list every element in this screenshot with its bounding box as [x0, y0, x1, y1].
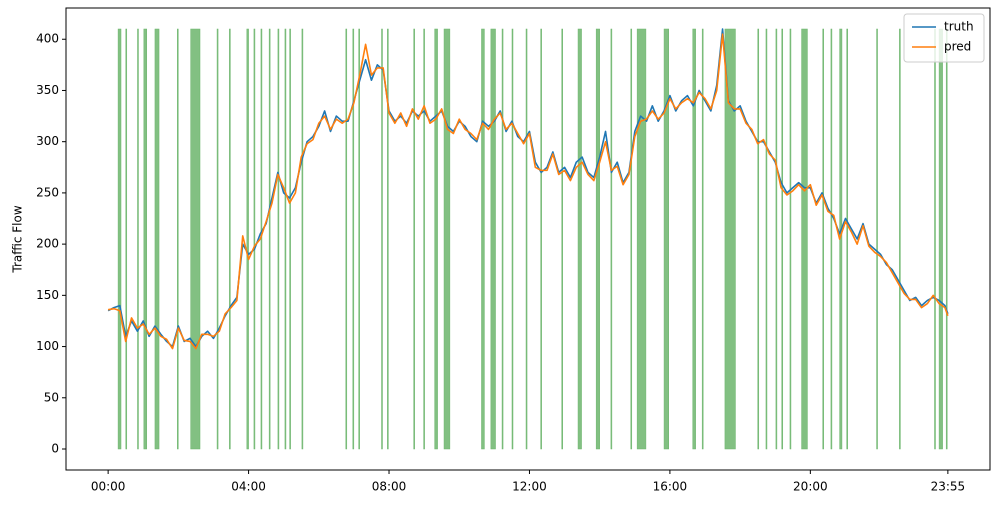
- y-tick-label: 300: [36, 134, 59, 148]
- highlight-span: [899, 28, 901, 450]
- highlight-span: [934, 28, 936, 450]
- highlight-span: [301, 28, 304, 450]
- highlight-span: [177, 28, 179, 450]
- highlight-span: [724, 28, 736, 450]
- highlight-span: [143, 28, 148, 450]
- y-tick-label: 0: [51, 442, 59, 456]
- highlight-span: [945, 28, 948, 450]
- highlight-span: [434, 28, 438, 450]
- x-tick-label: 08:00: [372, 480, 407, 494]
- highlight-span: [775, 28, 778, 450]
- x-tick-label: 20:00: [793, 480, 828, 494]
- highlight-span: [822, 28, 824, 450]
- x-tick-label: 00:00: [91, 480, 126, 494]
- highlight-span: [789, 28, 792, 450]
- y-tick-label: 350: [36, 83, 59, 97]
- highlight-span: [501, 28, 504, 450]
- y-tick-label: 400: [36, 32, 59, 46]
- highlight-span: [268, 28, 271, 450]
- highlight-span: [117, 28, 122, 450]
- highlight-span: [636, 28, 647, 450]
- highlight-span: [253, 28, 256, 450]
- highlight-span: [277, 28, 280, 450]
- highlight-span: [125, 28, 128, 450]
- highlight-span: [511, 28, 514, 450]
- highlight-span: [765, 28, 768, 450]
- y-tick-label: 200: [36, 237, 59, 251]
- highlight-span: [701, 28, 704, 450]
- highlight-span: [381, 28, 383, 450]
- y-tick-label: 50: [44, 390, 59, 404]
- highlight-span: [216, 28, 219, 450]
- y-axis-label: Traffic Flow: [11, 205, 25, 273]
- highlight-span: [757, 28, 760, 450]
- highlight-span: [781, 28, 784, 450]
- x-tick-label: 16:00: [653, 480, 688, 494]
- highlight-span: [413, 28, 415, 450]
- highlight-span: [284, 28, 287, 450]
- highlight-span: [229, 28, 231, 450]
- highlight-span: [846, 28, 848, 450]
- highlight-span: [423, 28, 425, 450]
- highlight-span: [443, 28, 451, 450]
- highlight-span: [154, 28, 160, 450]
- highlight-span: [561, 28, 563, 450]
- highlight-span: [938, 28, 943, 450]
- x-tick-label: 23:55: [931, 480, 966, 494]
- highlight-span: [663, 28, 669, 450]
- series-line: [107, 33, 949, 350]
- highlight-span: [630, 28, 633, 450]
- legend-label: truth: [944, 20, 974, 34]
- highlight-span: [876, 28, 878, 450]
- highlight-span: [246, 28, 249, 450]
- highlight-span: [289, 28, 291, 450]
- highlight-span: [358, 28, 360, 450]
- y-tick-label: 250: [36, 185, 59, 199]
- plot-frame: [65, 7, 991, 471]
- legend: truth pred: [903, 13, 985, 63]
- series-line: [107, 28, 949, 348]
- highlight-span: [692, 28, 696, 450]
- highlight-span: [830, 28, 833, 450]
- x-tick-label: 12:00: [512, 480, 547, 494]
- highlight-span: [490, 28, 496, 450]
- highlight-span: [577, 28, 582, 450]
- highlight-span: [481, 28, 485, 450]
- y-tick-label: 100: [36, 339, 59, 353]
- highlight-span: [801, 28, 808, 450]
- legend-label: pred: [944, 40, 971, 54]
- legend-box: [903, 13, 985, 63]
- highlight-span: [137, 28, 139, 450]
- highlight-span: [525, 28, 528, 450]
- y-tick-label: 150: [36, 288, 59, 302]
- x-tick-label: 04:00: [231, 480, 266, 494]
- highlight-span: [610, 28, 613, 450]
- highlight-span: [190, 28, 201, 450]
- highlight-span: [387, 28, 389, 450]
- highlight-span: [345, 28, 348, 450]
- highlight-span: [595, 28, 600, 450]
- highlight-span: [540, 28, 542, 450]
- highlight-span: [352, 28, 355, 450]
